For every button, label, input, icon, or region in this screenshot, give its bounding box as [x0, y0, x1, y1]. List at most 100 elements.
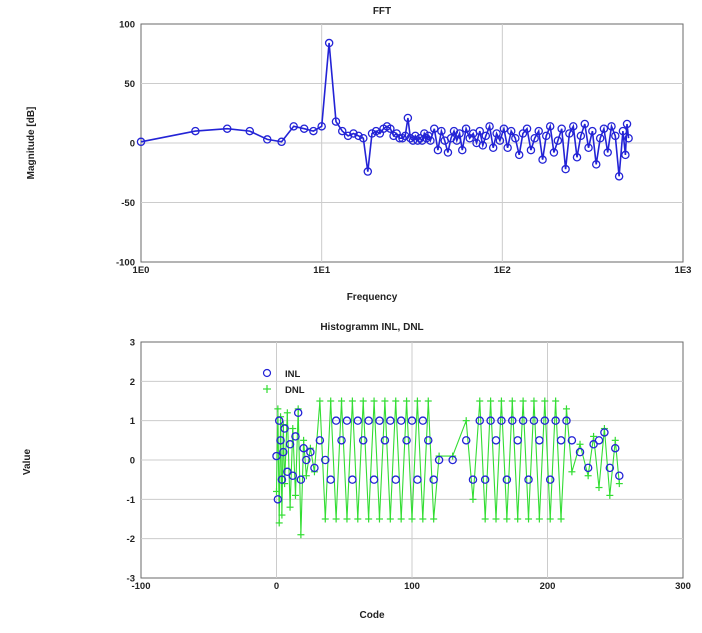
- fft-data-point: [359, 133, 368, 143]
- inl-data-point: [535, 436, 544, 445]
- inl-data-point: [502, 475, 512, 484]
- fft-data-point: [475, 126, 485, 136]
- fft-data-point: [343, 131, 353, 141]
- dnl-data-point: [321, 515, 329, 523]
- fft-data-point: [614, 172, 624, 181]
- inl-data-point: [567, 436, 577, 445]
- fft-data-point: [222, 124, 232, 133]
- inl-data-point: [529, 416, 539, 425]
- fft-series: [136, 38, 633, 181]
- dnl-data-point: [365, 515, 373, 523]
- inl-data-point: [391, 475, 400, 484]
- fft-data-point: [492, 129, 501, 138]
- inl-data-point: [594, 436, 604, 445]
- fft-data-point: [499, 124, 509, 133]
- inl-data-point: [283, 467, 292, 477]
- inl-data-point: [508, 416, 517, 425]
- legend-inl-marker: [262, 368, 272, 378]
- fft-data-point: [621, 150, 630, 160]
- fft-data-point: [481, 131, 491, 141]
- inl-data-point: [306, 447, 315, 457]
- fft-data-point: [624, 133, 633, 143]
- inl-data-point: [315, 436, 325, 445]
- inl-data-point: [331, 416, 341, 425]
- fft-data-point: [549, 148, 559, 157]
- dnl-data-point: [562, 405, 570, 413]
- dnl-data-point: [413, 397, 421, 405]
- fft-x-axis-label: Frequency: [347, 292, 398, 303]
- fft-data-point: [503, 143, 512, 153]
- dnl-data-point: [525, 515, 533, 523]
- inl-data-point: [407, 416, 417, 425]
- fft-data-point: [413, 136, 422, 145]
- fft-data-point: [191, 126, 200, 136]
- dnl-data-point: [487, 397, 495, 405]
- inl-data-point: [274, 416, 284, 425]
- dnl-data-point: [497, 397, 505, 405]
- dnl-data-point: [590, 432, 598, 440]
- inl-data-point: [615, 471, 624, 480]
- dnl-data-point: [492, 515, 500, 523]
- dnl-data-point: [584, 472, 592, 480]
- fft-data-point: [338, 126, 347, 136]
- inl-data-point: [491, 436, 501, 445]
- inl-data-point: [358, 436, 368, 445]
- dnl-data-point: [375, 515, 383, 523]
- inl-data-point: [342, 416, 352, 425]
- fft-data-point: [430, 124, 439, 133]
- dnl-data-point: [541, 397, 549, 405]
- dnl-data-point: [370, 397, 378, 405]
- fft-data-point: [443, 148, 453, 157]
- fft-data-point: [599, 124, 609, 133]
- fft-data-point: [557, 124, 566, 133]
- inl-data-point: [369, 475, 379, 484]
- histogram-x-tick-label: 200: [540, 581, 556, 592]
- fft-data-point: [618, 126, 628, 136]
- fft-data-point: [565, 129, 574, 138]
- fft-data-point: [331, 117, 341, 126]
- dnl-data-point: [503, 515, 511, 523]
- fft-data-point: [398, 133, 407, 143]
- inl-data-point: [545, 475, 555, 484]
- fft-data-point: [400, 131, 410, 141]
- inl-data-point: [375, 416, 384, 425]
- legend-dnl-label: DNL: [285, 385, 305, 396]
- inl-data-point: [583, 463, 593, 473]
- inl-data-point: [424, 436, 433, 445]
- inl-data-point: [293, 408, 303, 418]
- fft-data-point: [538, 155, 547, 164]
- dnl-data-point: [274, 405, 282, 413]
- fft-y-tick-label: 100: [119, 20, 135, 31]
- fft-data-point: [420, 129, 429, 138]
- inl-data-point: [605, 463, 615, 473]
- inl-data-point: [386, 416, 395, 425]
- inl-data-point: [276, 436, 285, 445]
- fft-data-point: [363, 167, 373, 176]
- fft-data-point: [478, 141, 488, 150]
- dnl-data-point: [327, 397, 335, 405]
- inl-data-point: [279, 447, 288, 457]
- fft-data-point: [518, 129, 528, 138]
- histogram-x-tick-label: 0: [274, 581, 279, 592]
- inl-data-point: [310, 463, 319, 473]
- fft-data-point: [588, 126, 597, 136]
- inl-data-point: [296, 475, 306, 484]
- histogram-y-tick-label: 0: [130, 456, 135, 467]
- dnl-data-point: [343, 515, 351, 523]
- dnl-data-point: [275, 519, 283, 527]
- dnl-data-point: [476, 397, 484, 405]
- inl-data-point: [299, 443, 308, 453]
- inl-data-point: [575, 447, 585, 457]
- fft-x-tick-label: 1E0: [133, 265, 150, 276]
- inl-data-point: [418, 416, 428, 425]
- fft-data-point: [245, 126, 255, 136]
- histogram-series: [272, 397, 624, 539]
- inl-data-point: [429, 475, 438, 484]
- fft-data-point: [354, 131, 363, 141]
- fft-data-point: [277, 137, 286, 147]
- inl-data-point: [396, 416, 406, 425]
- dnl-data-point: [302, 472, 310, 480]
- dnl-data-point: [615, 480, 623, 488]
- histogram-x-tick-label: 100: [404, 581, 420, 592]
